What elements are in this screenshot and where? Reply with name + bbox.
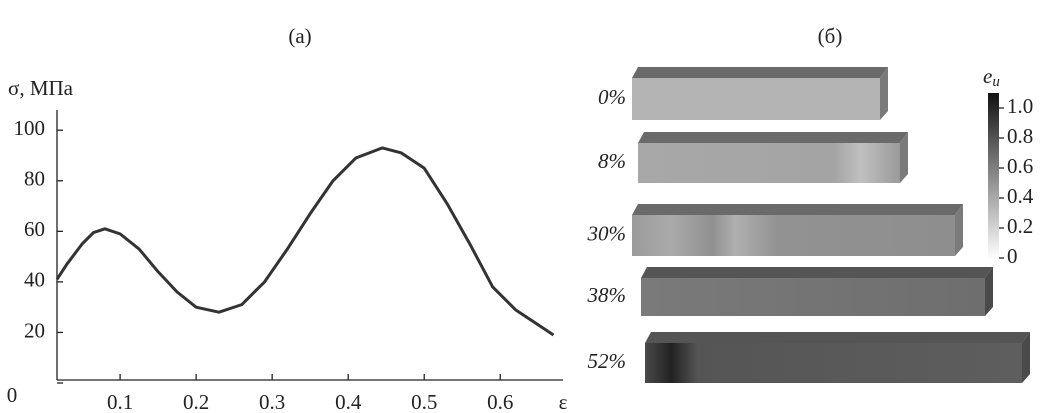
specimen-top xyxy=(638,132,908,143)
specimen-top xyxy=(641,267,993,278)
colorbar-tick-label: 0.4 xyxy=(1007,184,1034,208)
line xyxy=(57,148,553,335)
colorbar-tick-label: 0.6 xyxy=(1007,154,1033,178)
y-tick-label: 80 xyxy=(24,167,45,191)
specimen-top xyxy=(632,67,888,78)
specimen-front xyxy=(641,278,985,316)
x-tick-label: 0.3 xyxy=(259,390,285,413)
colorbar xyxy=(988,93,999,259)
specimen-front xyxy=(638,143,900,183)
colorbar-tick-label: 0 xyxy=(1007,244,1018,268)
panel-title: (б) xyxy=(818,24,843,48)
specimen-label: 30% xyxy=(587,221,627,245)
x-tick-label: 0.6 xyxy=(487,390,513,413)
specimen-label: 52% xyxy=(588,349,627,373)
specimen-top xyxy=(632,204,963,215)
colorbar-label: eи xyxy=(983,64,1000,91)
specimen-label: 0% xyxy=(598,85,626,109)
y-tick-label: 100 xyxy=(14,116,46,140)
specimen-label: 38% xyxy=(587,283,627,307)
colorbar-label-sub: и xyxy=(992,74,1000,90)
panel-title: (а) xyxy=(288,24,311,48)
colorbar-tick-label: 0.2 xyxy=(1007,214,1033,238)
colorbar-tick-label: 0.8 xyxy=(1007,124,1033,148)
specimen-front xyxy=(632,78,880,120)
y-axis-label: σ, МПа xyxy=(8,76,74,100)
colorbar-tick-label: 1.0 xyxy=(1007,94,1033,118)
specimen-top xyxy=(645,332,1030,343)
figure: (а) σ, МПа ε (б) eи 0 20 40 60 80 100 0.1 0.2 0.… xyxy=(0,0,1045,413)
x-tick-label: 0.5 xyxy=(411,390,437,413)
x-tick-label: 0.4 xyxy=(335,390,362,413)
specimen-front xyxy=(645,343,1022,383)
x-axis-label: ε xyxy=(559,390,568,413)
colorbar-label-main: e xyxy=(983,64,992,88)
y-tick-label: 20 xyxy=(24,318,45,342)
y-tick-label: 60 xyxy=(24,217,45,241)
x-tick-label: 0.2 xyxy=(183,390,209,413)
y-tick-label: 40 xyxy=(24,268,45,292)
specimen-front xyxy=(632,215,955,256)
specimen-label: 8% xyxy=(598,149,626,173)
x-tick-label: 0.1 xyxy=(107,390,133,413)
y-tick-label: 0 xyxy=(7,383,18,407)
